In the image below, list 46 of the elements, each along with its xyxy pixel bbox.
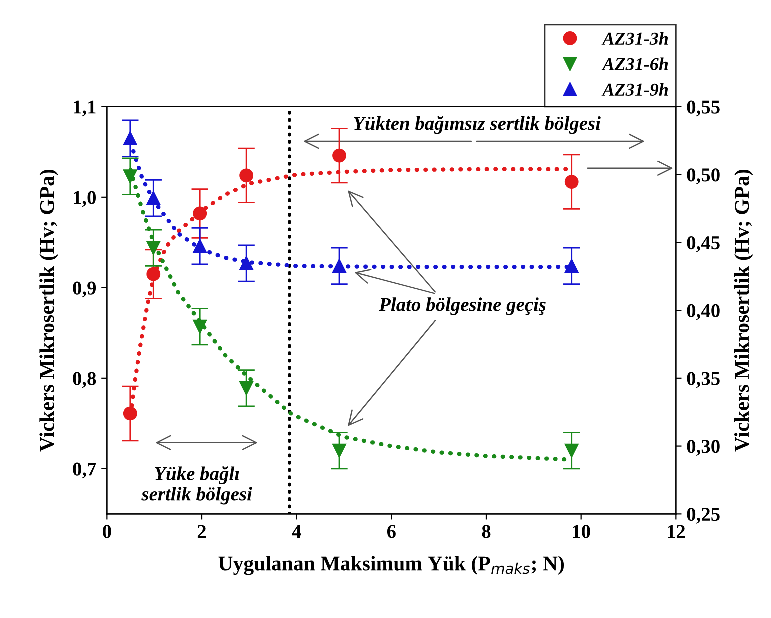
point [564,175,579,189]
x-tick-label: 12 [668,525,686,538]
x-tick-label: 4 [292,525,302,538]
x-axis-title: Uygulanan Maksimum Yük (P$_{maks}$; N) [218,556,564,576]
point [564,444,579,458]
y2-tick-label: 0,35 [687,372,720,388]
y2-axis-title: Vickers Mikrosertlik (Hv; GPa) [734,170,754,452]
point [332,259,346,274]
point [146,191,161,206]
point [146,267,161,282]
y-tick-label: 1,0 [74,191,96,208]
annotation: Yükten bağımsız sertlik bölgesi [354,116,601,134]
annotation: Plato bölgesine geçiş [379,298,546,316]
y2-tick-label: 0,30 [687,440,720,456]
point [240,168,254,183]
point [193,206,208,221]
x-tick-label: 2 [198,525,206,538]
x-tick-label: 10 [573,525,590,538]
legend-label: AZ31-9h [602,83,668,96]
point [123,406,138,421]
point [123,170,138,184]
y-tick-label: 0,7 [73,462,96,479]
point [146,241,161,256]
y-axis-title: Vickers Mikrosertlik (Hv; GPa) [40,170,59,452]
x-tick-label: 8 [482,525,491,538]
y-tick-label: 0,9 [73,282,96,298]
y2-tick-label: 0,40 [687,304,720,320]
point [332,148,346,163]
legend-label: AZ31-6h [602,58,668,71]
y-tick-label: 0,8 [73,372,96,388]
point [240,381,254,396]
point [123,132,138,146]
y2-tick-label: 0,50 [687,168,720,185]
y2-tick-label: 0,45 [687,236,720,252]
y2-tick-label: 0,55 [687,100,720,117]
point [193,320,208,334]
annotation: Yüke bağlı sertlik bölgesi [142,466,252,505]
point [564,259,579,274]
y-tick-label: 1,1 [74,100,96,117]
x-tick-label: 0 [103,525,112,538]
legend-label: AZ31-3h [602,32,668,45]
point [332,444,346,458]
x-tick-label: 6 [387,525,396,538]
point [193,239,208,254]
y2-tick-label: 0,25 [687,508,720,524]
point [240,256,254,270]
